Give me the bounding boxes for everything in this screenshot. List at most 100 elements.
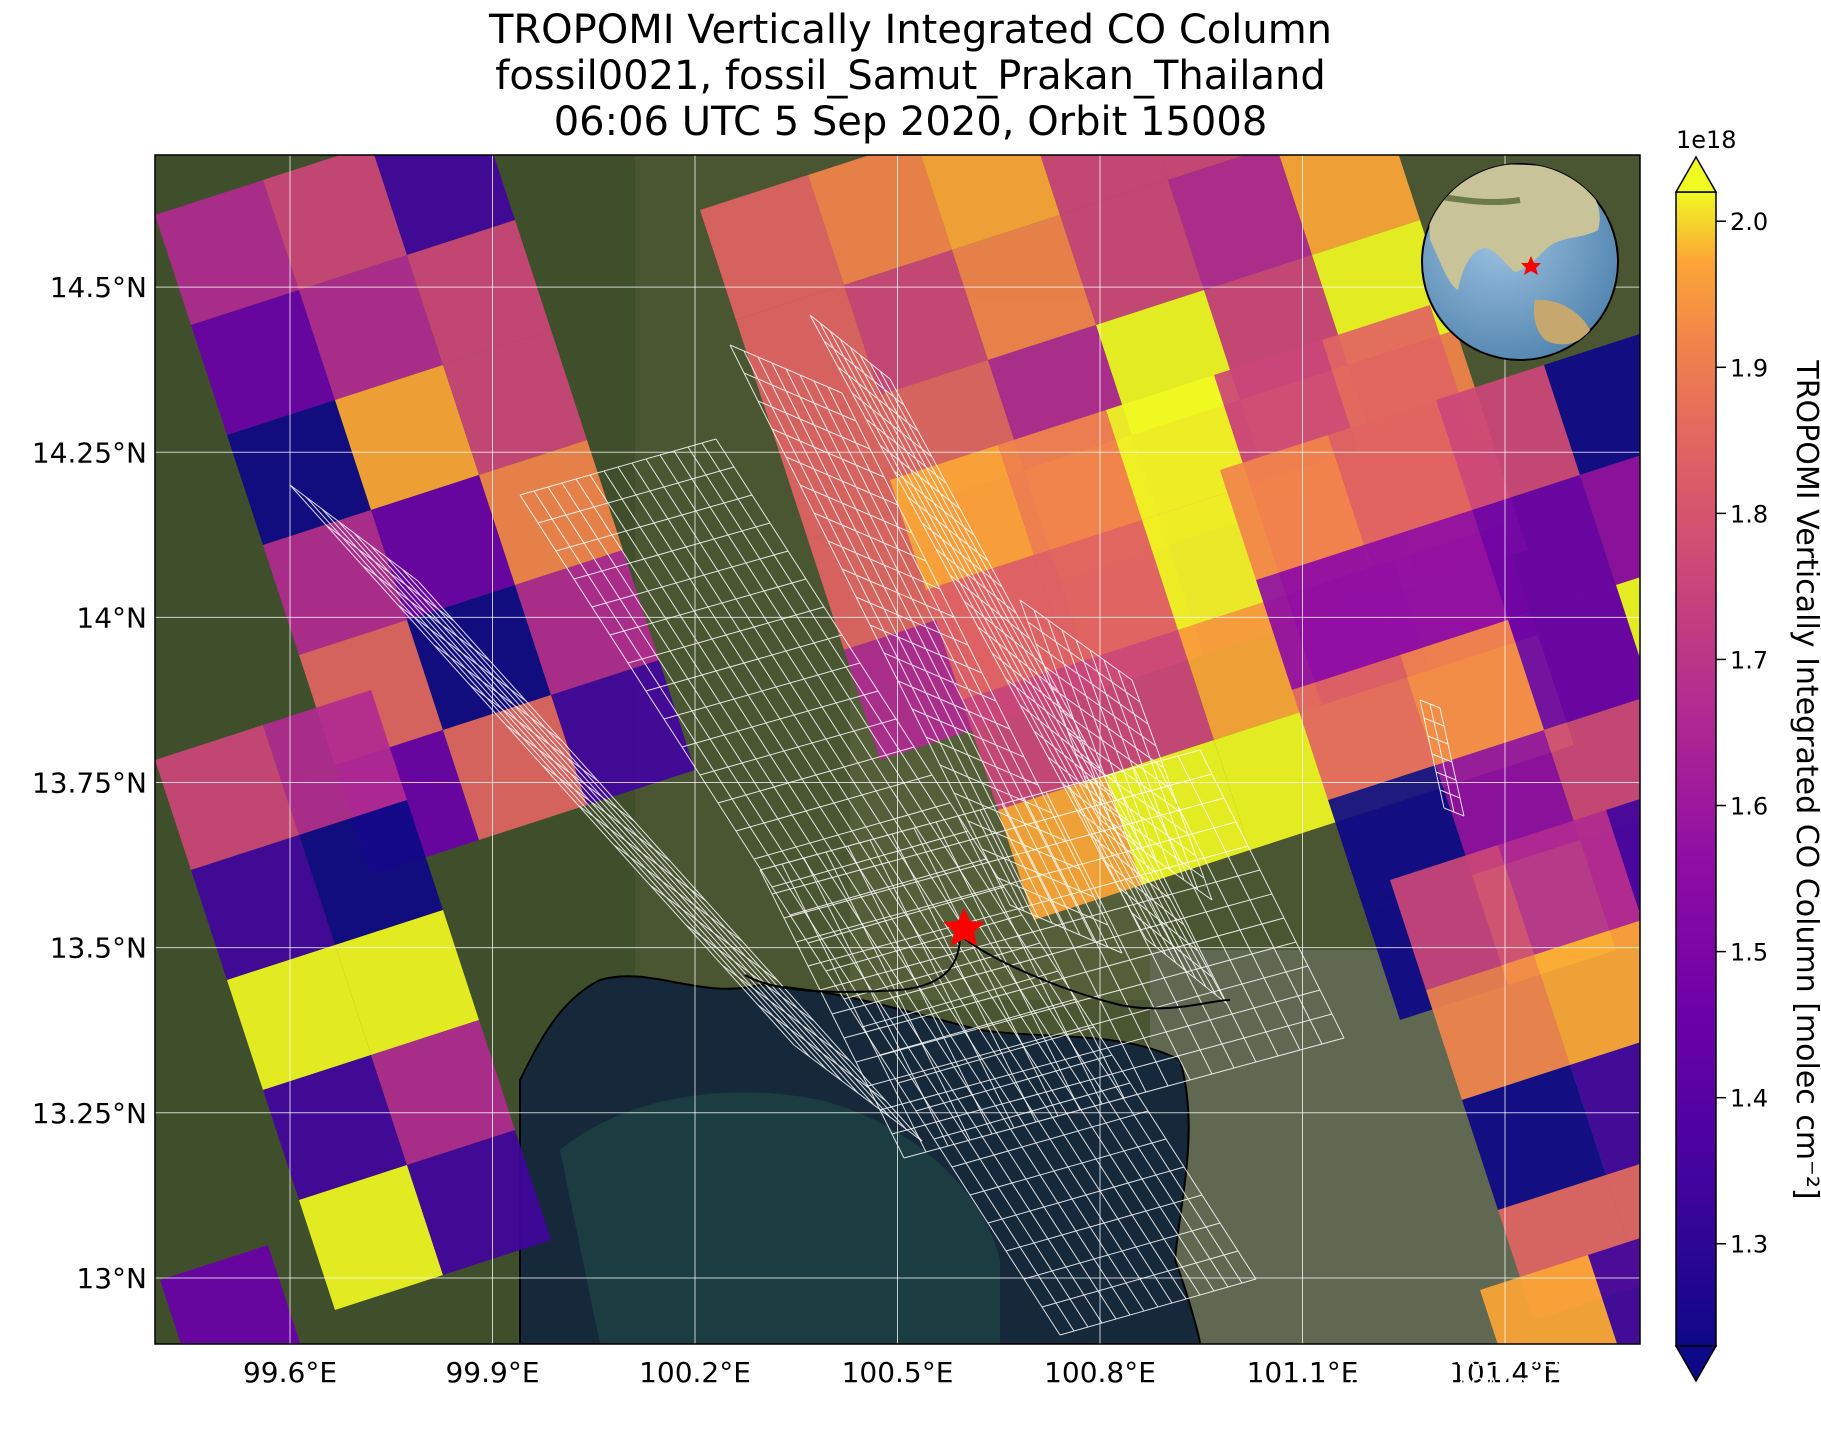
quality-grid-south [759,749,1345,1159]
co-pixel [299,255,443,400]
co-pixel [1606,798,1640,914]
co-pixel [155,725,299,870]
title-line-1: TROPOMI Vertically Integrated CO Column [488,7,1333,53]
colorbar: 1e18 2.0 1.9 1.8 1.7 1.6 1.5 1.4 1.3 TROPOMI Ve… [1674,126,1821,1383]
co-pixel [1168,155,1312,290]
co-pixel [371,475,515,620]
co-pixel [1652,660,1796,805]
globe-asia-land [1428,164,1600,290]
quality-grid-west [289,484,923,1142]
co-pixel [1159,155,1246,180]
co-pixel [772,395,916,540]
lat-tick-label: 13.25°N [32,1097,147,1130]
co-pixel [263,690,407,835]
colorbar-tick-label: 1.9 [1730,354,1768,382]
lat-tick-label: 13.75°N [32,767,147,800]
inset-globe [1421,163,1619,361]
co-pixel [263,1055,407,1200]
co-pixel-layer [155,0,1796,1344]
co-pixel [191,835,335,980]
target-marker-star [943,908,985,946]
lat-tick-label: 14.5°N [50,271,147,304]
co-pixel [1328,400,1472,545]
co-pixel [335,365,479,510]
co-pixel [1364,510,1508,655]
lat-tick-label: 14°N [76,601,147,634]
lat-tick-label: 14.25°N [32,436,147,469]
colorbar-tick-label: 1.3 [1730,1231,1768,1259]
colorbar-label: TROPOMI Vertically Integrated CO Column … [1789,359,1821,1199]
colorbar-tick-label: 1.8 [1730,500,1768,528]
co-pixel [407,220,551,365]
co-pixel [808,155,952,285]
colorbar-extend-max [1674,155,1718,193]
co-pixel [191,290,335,435]
lat-tick-label: 13°N [76,1262,147,1295]
colorbar-tick-label: 1.4 [1730,1085,1768,1113]
co-pixel [160,1245,301,1344]
co-pixel [443,330,587,475]
co-pixel [1580,455,1640,585]
co-pixel [155,180,299,325]
colorbar-ticks: 2.0 1.9 1.8 1.7 1.6 1.5 1.4 1.3 [1716,208,1768,1259]
co-pixel [920,155,1060,250]
co-pixel [1279,155,1420,255]
co-pixel [263,155,407,290]
co-pixel [1544,698,1640,840]
colorbar-tick-label: 1.5 [1730,939,1768,967]
co-pixel [1106,375,1250,520]
co-pixel [1498,810,1640,955]
coastline [744,934,1231,1010]
lat-tick-label: 13.5°N [50,932,147,965]
co-pixel [515,550,659,695]
lon-tick-label: 99.6°E [243,1356,337,1389]
colorbar-tick-label: 2.0 [1730,208,1768,236]
lon-tick-label: 100.5°E [842,1356,954,1389]
co-pixel [1436,365,1580,510]
co-pixel [374,155,515,255]
globe-location-marker [1521,256,1541,275]
co-pixel [700,175,844,320]
co-pixel [1040,155,1168,215]
latitude-tick-labels: 14.5°N 14.25°N 14°N 13.75°N 13.5°N 13.25°N 13°… [32,271,147,1295]
co-pixel [227,400,371,545]
lon-tick-label: 101.1°E [1247,1356,1359,1389]
colorbar-extend-min [1674,1345,1718,1383]
map-frame [154,154,1641,1345]
co-pixel [1462,1065,1606,1210]
co-pixel [227,945,371,1090]
co-pixel [1480,1255,1618,1344]
title-line-2: fossil0021, fossil_Samut_Prakan_Thailand [495,53,1326,99]
created-date: Created 17 Sep 2024 [1397,1347,1631,1372]
quality-grid-east [1019,599,1213,901]
colorbar-tick-label: 1.7 [1730,646,1768,674]
co-pixel [1220,435,1364,580]
co-pixel [1534,920,1640,1065]
colorbar-scale-label: 1e18 [1676,126,1737,154]
co-pixel [299,800,443,945]
co-pixel [1292,655,1436,800]
co-pixel [1570,1042,1640,1175]
globe-australia-land [1533,299,1590,345]
co-pixel [1426,955,1570,1100]
lon-tick-label: 100.2°E [639,1356,751,1389]
longitude-tick-labels: 99.6°E 99.9°E 100.2°E 100.5°E 100.8°E 101.1°E… [243,1356,1561,1389]
co-pixel [926,555,1070,700]
title-line-3: 06:06 UTC 5 Sep 2020, Orbit 15008 [553,99,1268,145]
co-pixel [1588,1238,1640,1344]
co-pixel [1060,180,1204,325]
co-pixel [407,1130,551,1275]
lon-tick-label: 99.9°E [445,1356,539,1389]
quality-grid-small [1419,699,1465,817]
co-pixel [1390,845,1534,990]
co-pixel [1472,475,1616,620]
source-credit: Source: NASA/JPL-Caltech [1349,1375,1630,1400]
co-pixel [998,410,1142,555]
co-pixel [1034,520,1178,665]
lon-tick-label: 101.4°E [1449,1356,1561,1389]
co-pixel [736,285,880,430]
colorbar-tick-label: 1.6 [1730,793,1768,821]
co-pixel [371,1020,515,1165]
co-pixel [1240,0,1384,145]
